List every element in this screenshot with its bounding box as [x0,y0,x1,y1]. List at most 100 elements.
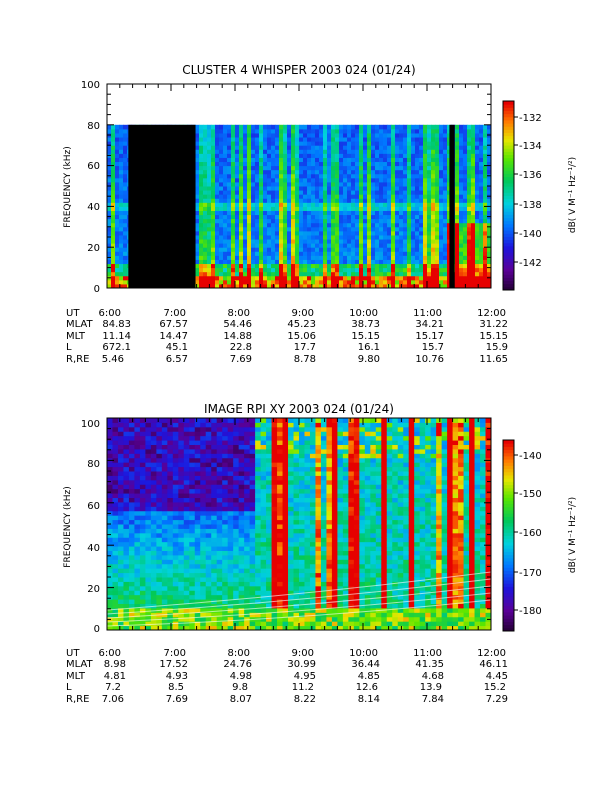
spectrogram-cell [419,186,424,191]
spectrogram-cell [145,554,152,560]
spectrogram-cell [403,145,408,150]
spectrogram-cell [216,448,223,454]
spectrogram-cell [283,259,288,265]
spectrogram-cell [178,422,185,428]
spectrogram-cell [327,255,332,260]
ephem-cell: 15.15 [351,331,380,342]
spectrogram-cell [119,279,124,285]
spectrogram-cell [283,157,288,163]
spectrogram-cell [463,251,468,256]
ephem-row-label: MLT [66,331,86,342]
spectrogram-cell [279,234,284,240]
spectrogram-cell [211,581,218,587]
spectrogram-cell [150,471,157,476]
spectrogram-cell [211,612,218,618]
spectrogram-cell [205,453,212,459]
spectrogram-cell [150,572,157,578]
spectrogram-cell [215,247,220,252]
spectrogram-cell [111,239,116,244]
spectrogram-cell [351,165,356,171]
spectrogram-cell [315,214,320,220]
spectrogram-cell [411,251,416,256]
spectrogram-cell [178,418,185,423]
spectrogram-cell [231,230,236,236]
spectrogram-cell [423,177,428,183]
spectrogram-cell [299,165,304,171]
spectrogram-cell [112,479,119,485]
spectrogram-cell [299,271,304,277]
spectrogram-cell [371,141,376,146]
spectrogram-cell [134,616,141,622]
spectrogram-cell [295,275,300,281]
spectrogram-cell [207,198,212,203]
spectrogram-cell [379,222,384,228]
spectrogram-cell [150,594,157,600]
spectrogram-cell [443,243,448,248]
spectrogram-cell [216,422,223,428]
spectrogram-cell [467,194,472,199]
spectrogram-cell [423,206,428,211]
spectrogram-cell [467,124,472,130]
spectrogram-cell [375,206,380,211]
spectrogram-cell [431,267,436,273]
spectrogram-cell [275,206,280,211]
spectrogram-cell [115,243,120,248]
spectrogram-cell [331,275,336,281]
spectrogram-cell [111,218,116,224]
spectrogram-cell [215,157,220,163]
spectrogram-cell [227,572,234,578]
spectrogram-cell [123,431,130,437]
spectrogram-cell [150,541,157,547]
spectrogram-cell [247,251,252,256]
spectrogram-cell [423,267,428,273]
spectrogram-cell [139,519,146,525]
spectrogram-cell [255,149,260,154]
spectrogram-cell [183,506,190,512]
spectrogram-cell [359,124,364,130]
panel1-spectrogram [107,124,492,289]
spectrogram-cell [327,149,332,154]
spectrogram-cell [200,577,207,582]
spectrogram-cell [145,484,152,490]
spectrogram-cell [463,198,468,203]
spectrogram-cell [239,239,244,244]
spectrogram-cell [295,145,300,150]
spectrogram-cell [455,206,460,211]
spectrogram-cell [479,247,484,252]
spectrogram-cell [119,190,124,195]
spectrogram-cell [167,435,174,441]
spectrogram-cell [251,149,256,154]
spectrogram-cell [367,271,372,277]
spectrogram-cell [216,541,223,547]
spectrogram-cell [399,124,404,130]
spectrogram-cell [263,239,268,244]
spectrogram-cell [178,585,185,591]
spectrogram-cell [291,137,296,142]
spectrogram-cell [323,267,328,273]
spectrogram-cell [291,247,296,252]
spectrogram-cell [463,263,468,269]
spectrogram-cell [371,263,376,269]
spectrogram-cell [287,153,292,158]
spectrogram-cell [199,263,204,269]
spectrogram-cell [150,581,157,587]
spectrogram-cell [139,488,146,494]
spectrogram-cell [123,554,130,560]
spectrogram-cell [134,532,141,538]
spectrogram-cell [299,243,304,248]
spectrogram-cell [383,124,388,130]
spectrogram-cell [287,255,292,260]
spectrogram-cell [487,141,492,146]
spectrogram-cell [307,190,312,195]
panel2-spectrogram [106,418,492,631]
spectrogram-cell [371,149,376,154]
spectrogram-cell [235,141,240,146]
spectrogram-cell [371,165,376,171]
spectrogram-cell [243,218,248,224]
spectrogram-cell [172,590,179,596]
spectrogram-cell [156,426,163,432]
spectrogram-cell [339,275,344,281]
spectrogram-cell [222,559,229,565]
spectrogram-cell [311,194,316,199]
spectrogram-cell [487,239,492,244]
